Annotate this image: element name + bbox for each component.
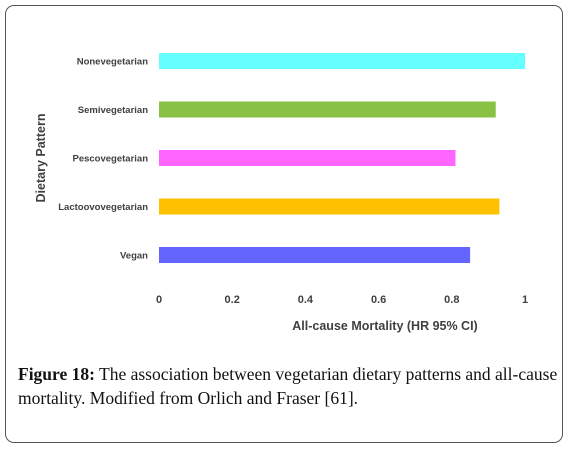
x-axis-title: All-cause Mortality (HR 95% CI) bbox=[292, 319, 477, 333]
bar-semivegetarian bbox=[159, 101, 496, 118]
bar-chart: Nonevegetarian Semivegetarian Pescovegetar… bbox=[34, 53, 528, 333]
bars-group bbox=[159, 53, 525, 263]
x-tick-label: 0.6 bbox=[371, 294, 386, 306]
caption-text: The association between vegetarian dieta… bbox=[18, 364, 558, 408]
category-label-semivegetarian: Semivegetarian bbox=[78, 105, 148, 116]
category-label-vegan: Vegan bbox=[120, 251, 148, 262]
category-label-lactoovovegetarian: Lactoovovegetarian bbox=[58, 202, 148, 213]
x-tick-label: 0.4 bbox=[298, 294, 314, 306]
bar-vegan bbox=[159, 247, 471, 263]
category-label-pescovegetarian: Pescovegetarian bbox=[72, 154, 148, 165]
x-tick-labels: 0 0.2 0.4 0.6 0.8 1 bbox=[156, 294, 528, 306]
x-tick-label: 0 bbox=[156, 294, 162, 306]
bar-lactoovovegetarian bbox=[159, 198, 500, 215]
x-tick-label: 0.8 bbox=[444, 294, 459, 306]
category-labels: Nonevegetarian Semivegetarian Pescovegetar… bbox=[58, 57, 148, 262]
figure-label: Figure 18: bbox=[18, 364, 95, 384]
figure-caption: Figure 18: The association between veget… bbox=[18, 362, 558, 410]
figure-frame bbox=[5, 5, 563, 443]
y-axis-title: Dietary Pattern bbox=[34, 114, 48, 203]
bar-pescovegetarian bbox=[159, 150, 456, 166]
x-tick-label: 1 bbox=[522, 294, 528, 306]
x-tick-label: 0.2 bbox=[225, 294, 240, 306]
bar-nonevegetarian bbox=[159, 53, 525, 69]
category-label-nonevegetarian: Nonevegetarian bbox=[77, 57, 148, 68]
